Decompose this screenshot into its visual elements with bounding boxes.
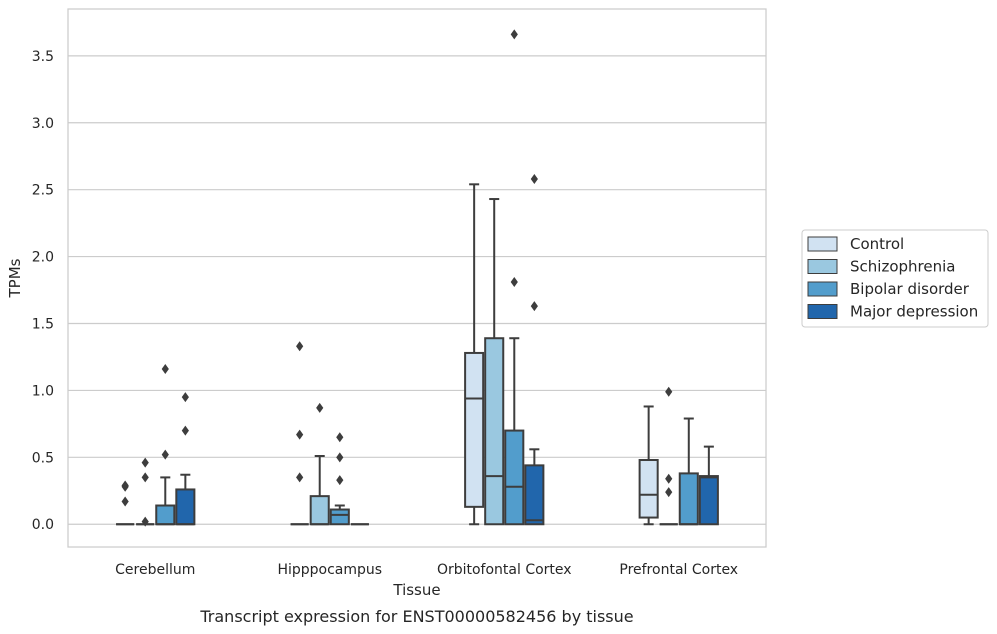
outlier-point: [530, 173, 538, 184]
legend-label: Major depression: [850, 303, 978, 321]
legend-swatch: [807, 304, 838, 319]
x-tick-label: Cerebellum: [115, 562, 195, 578]
box-body: [155, 504, 176, 526]
box-bipolar-disorder: [678, 417, 699, 526]
legend-swatch: [807, 259, 838, 274]
legend: Control Schizophrenia Bipolar disorder Majo…: [801, 229, 989, 328]
y-tick-label: 3.5: [32, 49, 54, 65]
legend-frame: [801, 229, 989, 328]
box-major-depression: [524, 173, 545, 526]
x-tick-label: Hipppocampus: [277, 562, 382, 578]
outlier-point: [296, 472, 304, 483]
legend-label: Control: [850, 235, 904, 253]
chart-caption: Transcript expression for ENST0000058245…: [199, 607, 633, 626]
box-body: [524, 464, 545, 526]
plot-frame: [67, 8, 767, 548]
y-tick-labels: 0.0 0.5 1.0 1.5 2.0 2.5 3.0 3.5: [32, 49, 54, 533]
box-body: [309, 495, 330, 526]
outlier-point: [510, 277, 518, 288]
box-control: [290, 341, 309, 526]
outlier-point: [141, 516, 149, 527]
box-major-depression: [698, 445, 719, 526]
box-body: [504, 429, 525, 526]
outlier-point: [296, 429, 304, 440]
outlier-point: [316, 402, 324, 413]
outlier-point: [336, 452, 344, 463]
box-body: [698, 475, 719, 526]
boxplot-series: [116, 29, 719, 527]
box-body: [464, 351, 485, 508]
outlier-point: [336, 432, 344, 443]
box-control: [116, 480, 135, 526]
box-body: [329, 508, 350, 526]
box-bipolar-disorder: [329, 432, 350, 526]
y-tick-label: 2.0: [32, 250, 54, 266]
box-major-depression: [175, 392, 196, 526]
outlier-point: [665, 473, 673, 484]
box-control: [638, 405, 659, 526]
legend-swatch: [807, 236, 838, 252]
box-bipolar-disorder: [504, 29, 525, 526]
outlier-point: [121, 496, 129, 507]
y-tick-label: 1.5: [32, 317, 54, 333]
box-control: [464, 183, 485, 526]
box-schizophrenia: [659, 386, 678, 526]
x-tick-label: Prefrontal Cortex: [619, 562, 738, 578]
y-tick-label: 2.5: [32, 183, 54, 199]
box-schizophrenia: [309, 402, 330, 526]
legend-swatch: [807, 281, 838, 297]
y-tick-label: 0.0: [32, 517, 54, 533]
box-body: [638, 459, 659, 519]
outlier-point: [336, 475, 344, 486]
box-body: [678, 472, 699, 526]
box-bipolar-disorder: [155, 364, 176, 526]
box-body: [175, 488, 196, 526]
x-tick-label: Orbitofontal Cortex: [437, 562, 572, 578]
outlier-point: [141, 472, 149, 483]
outlier-point: [665, 487, 673, 498]
outlier-point: [181, 425, 189, 436]
y-tick-label: 3.0: [32, 116, 54, 132]
outlier-point: [530, 301, 538, 312]
outlier-point: [121, 481, 129, 492]
box-body: [484, 337, 505, 526]
outlier-point: [181, 392, 189, 403]
gridlines: [68, 55, 766, 525]
legend-label: Schizophrenia: [850, 258, 955, 276]
outlier-point: [161, 449, 169, 460]
x-axis-label: Tissue: [392, 581, 440, 599]
outlier-point: [510, 29, 518, 40]
box-schizophrenia: [484, 198, 505, 526]
outlier-point: [161, 364, 169, 375]
y-tick-label: 0.5: [32, 450, 54, 466]
box-schizophrenia: [136, 457, 155, 527]
legend-label: Bipolar disorder: [850, 280, 970, 298]
y-tick-label: 1.0: [32, 383, 54, 399]
outlier-point: [296, 341, 304, 352]
outlier-point: [665, 386, 673, 397]
y-axis-label: TPMs: [6, 258, 24, 298]
outlier-point: [141, 457, 149, 468]
x-tick-labels: Cerebellum Hipppocampus Orbitofontal Corte…: [115, 562, 738, 578]
